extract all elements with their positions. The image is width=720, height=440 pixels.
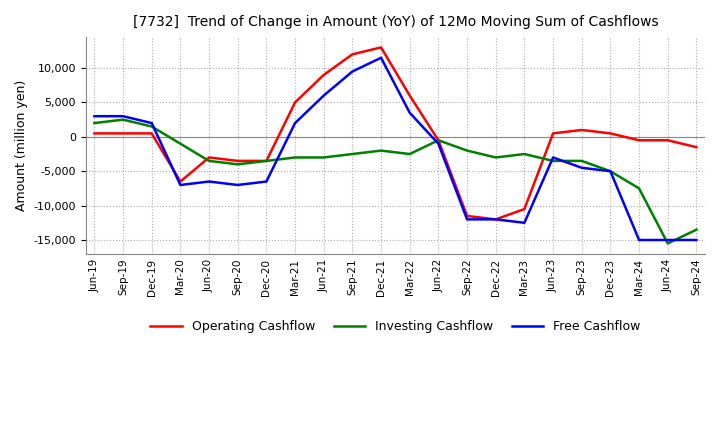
- Investing Cashflow: [320, 155, 328, 160]
- Operating Cashflow: [405, 93, 414, 98]
- Free Cashflow: [405, 110, 414, 115]
- Y-axis label: Amount (million yen): Amount (million yen): [15, 80, 28, 211]
- Operating Cashflow: [90, 131, 99, 136]
- Free Cashflow: [119, 114, 127, 119]
- Operating Cashflow: [492, 217, 500, 222]
- Operating Cashflow: [577, 127, 586, 132]
- Operating Cashflow: [148, 131, 156, 136]
- Free Cashflow: [176, 182, 185, 187]
- Operating Cashflow: [520, 206, 528, 212]
- Operating Cashflow: [320, 72, 328, 77]
- Investing Cashflow: [434, 138, 443, 143]
- Free Cashflow: [606, 169, 615, 174]
- Free Cashflow: [348, 69, 356, 74]
- Free Cashflow: [291, 121, 300, 126]
- Investing Cashflow: [492, 155, 500, 160]
- Investing Cashflow: [692, 227, 701, 232]
- Investing Cashflow: [663, 241, 672, 246]
- Free Cashflow: [204, 179, 213, 184]
- Free Cashflow: [434, 141, 443, 147]
- Operating Cashflow: [262, 158, 271, 164]
- Line: Operating Cashflow: Operating Cashflow: [94, 48, 696, 220]
- Free Cashflow: [377, 55, 385, 60]
- Investing Cashflow: [348, 151, 356, 157]
- Free Cashflow: [692, 237, 701, 242]
- Free Cashflow: [233, 182, 242, 187]
- Investing Cashflow: [262, 158, 271, 164]
- Investing Cashflow: [606, 169, 615, 174]
- Operating Cashflow: [348, 51, 356, 57]
- Free Cashflow: [148, 121, 156, 126]
- Investing Cashflow: [520, 151, 528, 157]
- Free Cashflow: [520, 220, 528, 225]
- Operating Cashflow: [635, 138, 644, 143]
- Investing Cashflow: [204, 158, 213, 164]
- Operating Cashflow: [119, 131, 127, 136]
- Investing Cashflow: [148, 124, 156, 129]
- Free Cashflow: [320, 93, 328, 98]
- Investing Cashflow: [549, 158, 557, 164]
- Free Cashflow: [90, 114, 99, 119]
- Operating Cashflow: [176, 179, 185, 184]
- Free Cashflow: [262, 179, 271, 184]
- Free Cashflow: [549, 155, 557, 160]
- Operating Cashflow: [549, 131, 557, 136]
- Investing Cashflow: [405, 151, 414, 157]
- Free Cashflow: [463, 217, 472, 222]
- Investing Cashflow: [291, 155, 300, 160]
- Investing Cashflow: [90, 121, 99, 126]
- Investing Cashflow: [233, 162, 242, 167]
- Operating Cashflow: [663, 138, 672, 143]
- Operating Cashflow: [291, 100, 300, 105]
- Free Cashflow: [577, 165, 586, 170]
- Operating Cashflow: [204, 155, 213, 160]
- Operating Cashflow: [233, 158, 242, 164]
- Line: Investing Cashflow: Investing Cashflow: [94, 120, 696, 243]
- Operating Cashflow: [692, 144, 701, 150]
- Free Cashflow: [492, 217, 500, 222]
- Investing Cashflow: [119, 117, 127, 122]
- Free Cashflow: [635, 237, 644, 242]
- Operating Cashflow: [463, 213, 472, 219]
- Investing Cashflow: [463, 148, 472, 153]
- Investing Cashflow: [176, 141, 185, 147]
- Investing Cashflow: [635, 186, 644, 191]
- Free Cashflow: [663, 237, 672, 242]
- Line: Free Cashflow: Free Cashflow: [94, 58, 696, 240]
- Operating Cashflow: [606, 131, 615, 136]
- Investing Cashflow: [577, 158, 586, 164]
- Operating Cashflow: [434, 138, 443, 143]
- Title: [7732]  Trend of Change in Amount (YoY) of 12Mo Moving Sum of Cashflows: [7732] Trend of Change in Amount (YoY) o…: [132, 15, 658, 29]
- Legend: Operating Cashflow, Investing Cashflow, Free Cashflow: Operating Cashflow, Investing Cashflow, …: [145, 315, 645, 338]
- Operating Cashflow: [377, 45, 385, 50]
- Investing Cashflow: [377, 148, 385, 153]
